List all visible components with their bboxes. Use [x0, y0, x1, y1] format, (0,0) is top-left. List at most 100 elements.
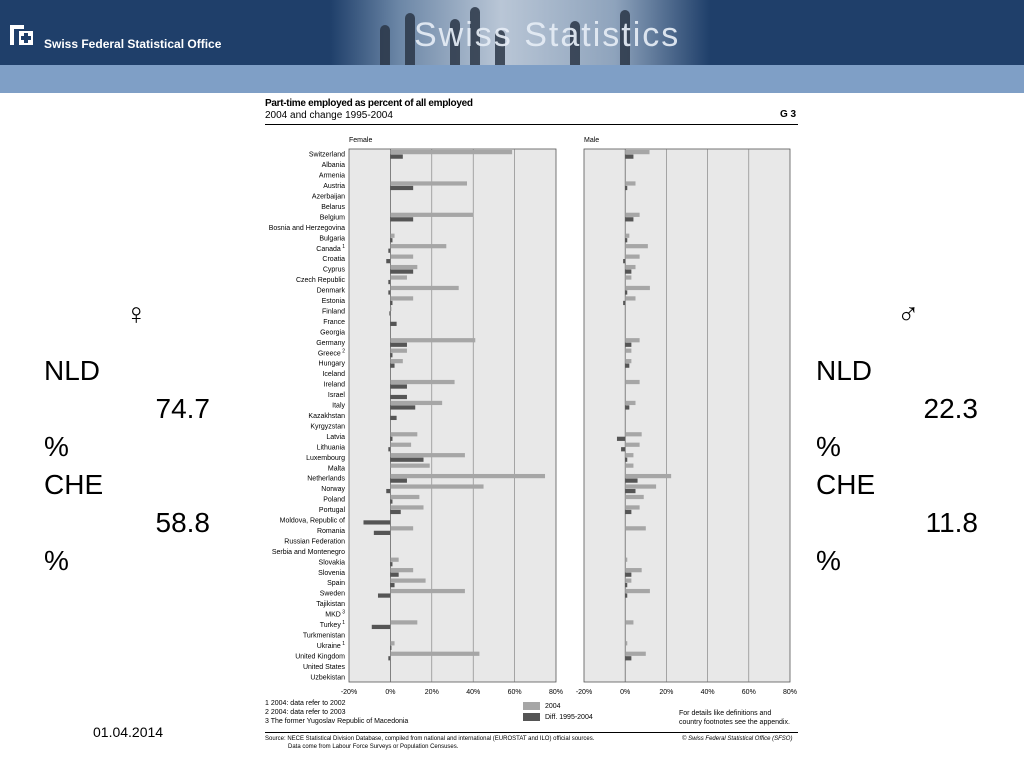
bar-male-2004	[625, 264, 636, 270]
bar-female-2004	[390, 463, 430, 468]
copyright-note: © Swiss Federal Statistical Office (SFSO…	[682, 736, 793, 742]
bar-female-2004	[390, 400, 443, 406]
bar-female-diff	[390, 269, 414, 274]
category-label: Luxembourg	[306, 455, 345, 462]
category-label: Serbia and Montenegro	[272, 549, 345, 556]
bar-female-diff	[390, 509, 401, 515]
chart-code: G 3	[780, 109, 797, 120]
bar-female-2004	[390, 338, 476, 343]
bar-female-2004	[390, 484, 484, 489]
bar-female-diff	[390, 353, 393, 358]
bar-male-diff	[625, 656, 632, 661]
bar-female-2004	[390, 296, 414, 301]
category-label: Ukraine 1	[317, 641, 346, 650]
category-label: Kyrgyzstan	[310, 423, 345, 430]
x-tick-label: 40%	[701, 689, 715, 696]
bar-male-diff	[623, 259, 626, 264]
bar-female-2004	[390, 442, 412, 447]
female-country-1: NLD	[44, 355, 101, 386]
bar-male-diff	[625, 217, 634, 222]
bar-female-2004	[390, 473, 546, 479]
bar-female-diff	[386, 488, 391, 494]
category-label: Belgium	[320, 214, 345, 221]
category-label: MKD 3	[325, 610, 345, 619]
chart-bottom-rule	[265, 732, 798, 733]
x-tick-label: 80%	[549, 689, 563, 696]
bar-male-2004	[625, 578, 632, 583]
category-label: Romania	[317, 528, 345, 535]
category-label: Poland	[323, 497, 345, 504]
bar-female-diff	[390, 645, 392, 650]
category-label: Finland	[322, 308, 345, 315]
bar-female-2004	[390, 244, 447, 249]
category-label: Spain	[327, 580, 345, 587]
bar-male-diff	[623, 300, 626, 306]
category-label: Croatia	[322, 256, 345, 263]
bar-male-diff	[625, 185, 628, 191]
category-label: Turkey 1	[320, 620, 346, 629]
bar-male-2004	[625, 359, 632, 364]
bar-female-diff	[389, 311, 391, 316]
source-note-2: Data come from Labour Force Surveys or P…	[288, 744, 459, 750]
plot-area-male	[583, 148, 791, 683]
bar-female-diff	[390, 572, 399, 577]
slide-date: 01.04.2014	[93, 724, 164, 740]
bar-female-diff	[390, 217, 414, 222]
legend-swatch-2004	[523, 702, 540, 710]
bar-male-diff	[625, 478, 638, 483]
bar-male-2004	[625, 150, 650, 155]
bar-female-2004	[390, 568, 414, 573]
category-label: Uzbekistan	[310, 674, 345, 681]
category-label: Canada 1	[316, 244, 345, 253]
legend-label-diff: Diff. 1995-2004	[545, 714, 593, 721]
bar-male-2004	[625, 494, 644, 500]
x-tick-label: 20%	[425, 689, 439, 696]
bar-female-diff	[390, 342, 407, 347]
chart-title: Part-time employed as percent of all emp…	[265, 98, 473, 109]
male-value-2: 11.8	[925, 507, 978, 538]
category-label: Belarus	[321, 204, 345, 211]
bar-male-diff	[625, 238, 628, 243]
bar-male-diff	[625, 342, 632, 347]
swiss-cross-logo-icon	[10, 25, 33, 45]
bar-female-diff	[388, 656, 391, 661]
bar-female-diff	[390, 405, 416, 410]
bar-female-2004	[390, 641, 395, 646]
bar-male-2004	[625, 463, 634, 468]
female-value-1: 74.7	[155, 393, 211, 424]
x-tick-label: 20%	[659, 689, 673, 696]
bar-male-2004	[625, 641, 628, 646]
bar-male-diff	[625, 572, 632, 577]
category-label: Tajikistan	[316, 601, 345, 608]
x-tick-label: 40%	[466, 689, 480, 696]
bar-female-diff	[390, 394, 407, 400]
bar-female-2004	[390, 578, 426, 583]
bar-female-2004	[390, 620, 418, 625]
legend-label-2004: 2004	[545, 703, 561, 710]
bar-female-diff	[388, 290, 391, 295]
female-value-2: 58.8	[155, 507, 211, 538]
bar-male-2004	[625, 620, 634, 625]
org-name: Swiss Federal Statistical Office	[44, 37, 222, 51]
bar-female-2004	[390, 557, 399, 562]
bar-female-2004	[390, 212, 474, 217]
female-symbol-icon: ♀	[125, 298, 148, 331]
bar-male-diff	[625, 290, 628, 295]
bar-male-2004	[625, 254, 640, 259]
bar-male-diff	[616, 436, 626, 441]
header-band	[0, 65, 1024, 93]
category-label: Estonia	[322, 298, 345, 305]
bar-female-diff	[390, 457, 424, 462]
category-label: Lithuania	[317, 444, 346, 451]
bar-female-2004	[390, 651, 480, 656]
source-note-1: Source: NECE Statistical Division Databa…	[265, 736, 595, 742]
header-photo	[330, 0, 710, 65]
category-label: Turkmenistan	[303, 632, 345, 639]
footnote-2: 2 2004: data refer to 2003	[265, 709, 346, 716]
x-tick-label: 0%	[620, 689, 630, 696]
bar-male-diff	[625, 457, 628, 462]
category-label: Hungary	[319, 361, 346, 368]
bar-male-2004	[625, 568, 642, 573]
bar-male-2004	[625, 181, 636, 186]
bar-male-2004	[625, 275, 632, 280]
